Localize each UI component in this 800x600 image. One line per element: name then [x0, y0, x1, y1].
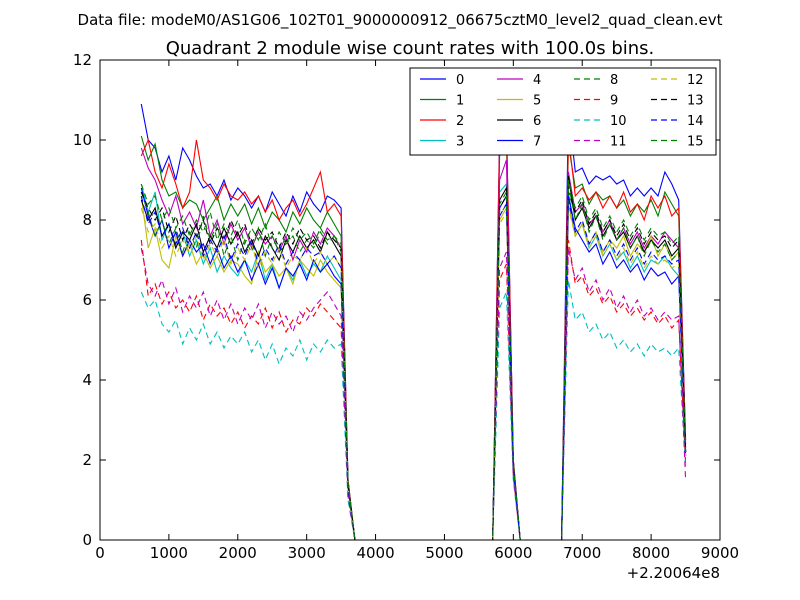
figure-suptitle: Data file: modeM0/AS1G06_102T01_90000009…	[78, 11, 723, 30]
series-line-12	[140, 207, 687, 540]
y-tick-label: 8	[82, 211, 92, 229]
legend-label: 12	[687, 73, 704, 88]
y-tick-label: 6	[82, 291, 92, 309]
x-tick-label: 9000	[701, 544, 739, 562]
legend-label: 6	[533, 114, 541, 129]
legend-label: 2	[456, 114, 464, 129]
series-line-2	[140, 123, 687, 540]
x-tick-label: 8000	[632, 544, 670, 562]
series-line-8	[140, 183, 687, 540]
legend-label: 15	[687, 135, 704, 150]
x-tick-label: 5000	[425, 544, 463, 562]
series-line-0	[140, 103, 687, 540]
x-tick-label: 4000	[356, 544, 394, 562]
x-tick-label: 6000	[494, 544, 532, 562]
series-line-11	[140, 247, 687, 540]
y-tick-label: 0	[82, 531, 92, 549]
x-tick-label: 2000	[219, 544, 257, 562]
legend-label: 1	[456, 94, 464, 109]
series-line-6	[140, 175, 687, 540]
legend-label: 8	[610, 73, 618, 88]
series-line-7	[140, 187, 687, 540]
chart-title: Quadrant 2 module wise count rates with …	[166, 38, 655, 59]
series-line-14	[140, 195, 687, 540]
legend-label: 13	[687, 94, 704, 109]
legend-label: 3	[456, 135, 464, 150]
legend-label: 5	[533, 94, 541, 109]
x-offset-label: +2.20064e8	[627, 564, 720, 582]
x-tick-label: 0	[95, 544, 105, 562]
x-tick-label: 1000	[150, 544, 188, 562]
legend-label: 0	[456, 73, 464, 88]
y-tick-label: 4	[82, 371, 92, 389]
legend-label: 14	[687, 114, 704, 129]
y-tick-label: 2	[82, 451, 92, 469]
y-tick-label: 10	[73, 131, 92, 149]
x-tick-label: 3000	[288, 544, 326, 562]
legend-label: 4	[533, 73, 541, 88]
series-line-15	[140, 179, 687, 540]
series-line-13	[140, 191, 687, 540]
legend-label: 10	[610, 114, 627, 129]
legend-label: 11	[610, 135, 627, 150]
legend-label: 9	[610, 94, 618, 109]
y-tick-label: 12	[73, 51, 92, 69]
series-group	[140, 103, 687, 540]
series-line-9	[140, 239, 687, 540]
plot-area: 0 1000 2000 3000 4000 5000 6000 7000 8000 9000 0 2 4…	[73, 51, 739, 562]
x-tick-label: 7000	[563, 544, 601, 562]
legend-label: 7	[533, 135, 541, 150]
